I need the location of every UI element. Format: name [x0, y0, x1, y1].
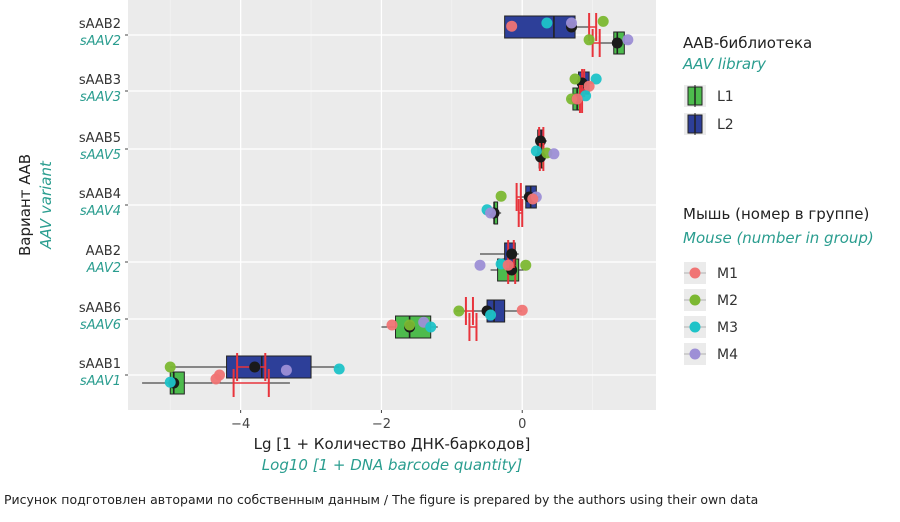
mouse-point-M4: [280, 364, 292, 376]
mean-marker: [249, 361, 261, 373]
y-tick-label-en: sAAV3: [80, 90, 121, 105]
mouse-point-M2: [569, 73, 581, 85]
mouse-point-M2: [453, 305, 465, 317]
y-tick-label: sAAB1: [79, 357, 121, 372]
mouse-point-M2: [520, 259, 532, 271]
legend-key-point: [689, 321, 701, 333]
y-tick-label: sAAB3: [79, 73, 121, 88]
y-tick-label-en: sAAV6: [80, 318, 121, 333]
mouse-point-M1: [583, 80, 595, 92]
mouse-point-M4: [548, 148, 560, 160]
mouse-legend-key: M1: [684, 262, 738, 284]
mouse-point-M2: [404, 319, 416, 331]
x-tick-label: 0: [518, 417, 526, 432]
y-tick-label-en: sAAV5: [80, 148, 121, 163]
library-legend-title: ААВ-библиотека: [683, 34, 812, 52]
chart: sAAB2 sAAV2 sAAB3 sAAV3 sAAB5 sAAV5 sAAB4 sAAV4…: [16, 0, 874, 474]
mouse-point-M3: [541, 17, 553, 29]
legend-key-point: [689, 294, 701, 306]
legend-key-point: [689, 267, 701, 279]
mouse-point-M3: [580, 90, 592, 102]
mouse-legend-key: M2: [684, 289, 738, 311]
mouse-legend-label: M2: [717, 293, 738, 309]
mouse-point-M2: [597, 15, 609, 27]
mouse-legend-title-en: Mouse (number in group): [683, 229, 874, 247]
y-tick-label-en: sAAV4: [80, 204, 121, 219]
mouse-legend-key: M4: [684, 343, 738, 365]
mouse-point-M1: [386, 319, 398, 331]
mouse-point-M4: [566, 17, 578, 29]
mouse-point-M2: [164, 361, 176, 373]
y-axis-title: Вариант ААВ: [16, 154, 34, 256]
library-legend-label: L1: [717, 89, 734, 105]
mouse-point-M1: [502, 259, 514, 271]
mouse-legend-label: M3: [717, 320, 738, 336]
mouse-point-M3: [164, 376, 176, 388]
mouse-point-M2: [495, 190, 507, 202]
mean-marker: [506, 248, 518, 260]
mouse-point-M1: [571, 93, 583, 105]
mouse-point-M3: [530, 145, 542, 157]
library-legend-key: L2: [684, 113, 734, 135]
mouse-point-M3: [333, 363, 345, 375]
mouse-point-M3: [590, 73, 602, 85]
y-axis-title-en: AAV variant: [37, 160, 55, 250]
mouse-point-M1: [210, 373, 222, 385]
y-tick-label: AAB2: [86, 244, 121, 259]
mouse-legend-label: M4: [717, 347, 738, 363]
library-legend-key: L1: [684, 85, 734, 107]
mean-marker: [611, 37, 623, 49]
x-axis-title-en: Log10 [1 + DNA barcode quantity]: [262, 456, 523, 474]
mouse-point-M3: [425, 321, 437, 333]
y-tick-label-en: sAAV2: [80, 34, 121, 49]
mouse-legend-key: M3: [684, 316, 738, 338]
mouse-point-M4: [485, 207, 497, 219]
y-tick-label: sAAB4: [79, 187, 121, 202]
mouse-point-M4: [474, 259, 486, 271]
legend-key-point: [689, 348, 701, 360]
y-tick-label: sAAB5: [79, 131, 121, 146]
mouse-point-M1: [516, 304, 528, 316]
y-tick-label-en: AAV2: [86, 261, 121, 276]
y-tick-label: sAAB2: [79, 17, 121, 32]
mouse-point-M1: [527, 193, 539, 205]
library-legend-label: L2: [717, 117, 734, 133]
y-tick-label-en: sAAV1: [80, 374, 121, 389]
mouse-point-M1: [506, 20, 518, 32]
y-tick-label: sAAB6: [79, 301, 121, 316]
mouse-point-M2: [583, 34, 595, 46]
mouse-point-M3: [485, 309, 497, 321]
library-legend-title-en: AAV library: [682, 55, 767, 73]
x-tick-label: −2: [372, 417, 391, 432]
mouse-point-M4: [622, 34, 634, 46]
figure-caption: Рисунок подготовлен авторами по собствен…: [4, 492, 759, 507]
mouse-legend-label: M1: [717, 266, 738, 282]
mouse-legend-title: Мышь (номер в группе): [683, 205, 869, 223]
x-tick-label: −4: [231, 417, 250, 432]
x-axis-title: Lg [1 + Количество ДНК-баркодов]: [254, 435, 531, 453]
